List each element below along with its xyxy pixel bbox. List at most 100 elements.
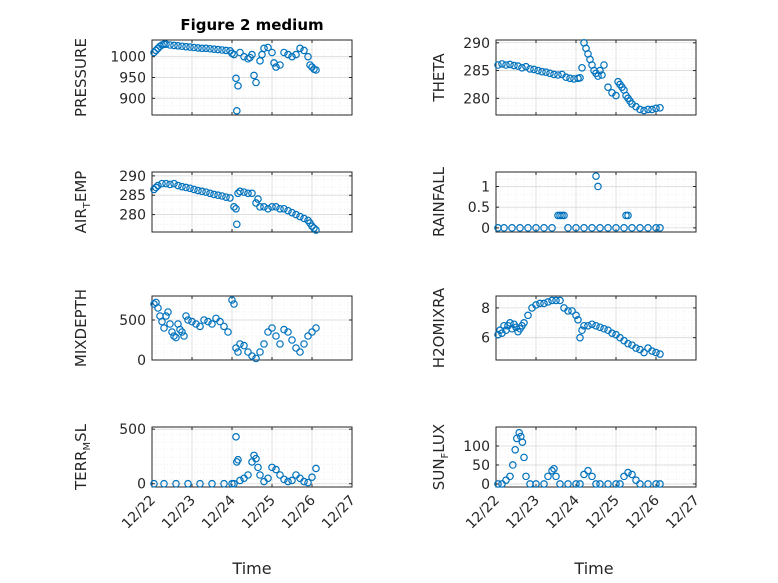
data-point	[236, 48, 244, 57]
y-axis-label: SUNFLUX	[430, 424, 451, 490]
data-point	[572, 224, 580, 232]
y-axis-label-subscript: M	[82, 442, 93, 451]
data-point	[150, 185, 158, 194]
data-point	[256, 471, 264, 479]
data-point	[158, 179, 166, 188]
data-point	[214, 45, 222, 54]
data-point	[198, 44, 206, 53]
data-point	[636, 105, 644, 114]
data-point	[600, 61, 608, 69]
data-point	[566, 74, 574, 83]
data-point	[600, 324, 608, 333]
data-point	[168, 328, 176, 336]
data-point	[632, 344, 640, 352]
data-point	[236, 476, 244, 485]
data-point	[233, 107, 241, 115]
data-point	[530, 65, 538, 74]
y-axis-label: MIXDEPTH	[72, 289, 90, 367]
data-point	[308, 328, 316, 336]
data-point	[272, 203, 280, 211]
data-point	[604, 224, 612, 232]
data-point	[604, 480, 612, 488]
data-point	[232, 344, 240, 352]
data-point	[160, 324, 168, 332]
axes-box	[495, 171, 697, 233]
data-point	[248, 352, 256, 360]
data-point	[550, 464, 558, 473]
data-point	[280, 48, 288, 57]
data-point	[624, 211, 632, 220]
data-point	[264, 328, 272, 336]
data-point	[552, 296, 560, 305]
data-point	[584, 466, 592, 475]
data-point	[268, 324, 276, 332]
y-tick-label: 0	[481, 221, 490, 237]
figure-title: Figure 2 medium	[180, 16, 323, 34]
data-point	[624, 468, 632, 477]
data-point	[510, 61, 518, 70]
data-point	[572, 311, 580, 320]
data-point	[652, 104, 660, 113]
data-point	[568, 307, 576, 315]
y-tick-label: 1	[481, 179, 490, 195]
data-point	[176, 325, 184, 334]
data-point	[162, 40, 170, 48]
data-point	[508, 224, 516, 232]
data-point	[612, 480, 620, 488]
data-point	[652, 348, 660, 357]
data-point	[556, 480, 564, 488]
subplot-air-temp: 280 285 290 AIRTEMP	[72, 169, 353, 234]
data-point	[224, 328, 232, 336]
data-point	[252, 454, 260, 463]
data-point	[288, 52, 296, 61]
data-point	[312, 226, 320, 234]
data-point	[228, 296, 236, 304]
data-point	[268, 48, 276, 57]
data-point	[233, 220, 241, 229]
data-point	[304, 478, 312, 487]
data-point	[230, 203, 238, 211]
data-point	[248, 189, 256, 198]
data-point	[244, 348, 252, 356]
y-tick-label: 100	[463, 439, 490, 455]
data-point	[284, 477, 292, 486]
subplot-rainfall: 0 0.5 1 RAINFALL	[430, 166, 697, 237]
data-point	[520, 318, 528, 327]
data-point	[280, 325, 288, 334]
y-axis-label: H2OMIXRA	[430, 287, 448, 368]
data-point	[616, 480, 624, 488]
data-point	[592, 321, 600, 330]
data-point	[576, 73, 584, 82]
data-point	[256, 348, 264, 356]
data-point	[170, 332, 178, 340]
y-axis-label-part: LUX	[430, 424, 448, 453]
data-point	[308, 222, 316, 230]
data-point	[230, 479, 238, 488]
data-point	[620, 224, 628, 232]
data-point	[230, 300, 238, 308]
y-tick-label: 290	[463, 36, 490, 52]
y-axis-label-part: SUN	[430, 458, 448, 490]
data-point	[522, 472, 530, 481]
data-point	[498, 480, 506, 488]
subplot-theta: 280 285 290 THETA	[430, 36, 697, 116]
data-point	[518, 438, 527, 446]
data-point	[192, 320, 200, 328]
data-point	[560, 211, 568, 220]
data-point	[284, 328, 292, 336]
data-point	[578, 63, 586, 72]
data-point	[620, 472, 628, 481]
data-point	[272, 63, 280, 71]
data-point	[226, 194, 234, 202]
data-point	[276, 61, 284, 69]
data-point	[604, 83, 612, 92]
data-point	[592, 172, 600, 180]
data-point	[584, 321, 592, 330]
data-point	[574, 316, 582, 324]
data-point	[252, 199, 260, 207]
data-point	[244, 189, 252, 198]
data-point	[276, 340, 284, 348]
y-axis-label-part: H2OMIXRA	[430, 287, 448, 368]
subplot-mixdepth: 0 500 MIXDEPTH	[72, 289, 353, 369]
data-point	[580, 470, 588, 479]
